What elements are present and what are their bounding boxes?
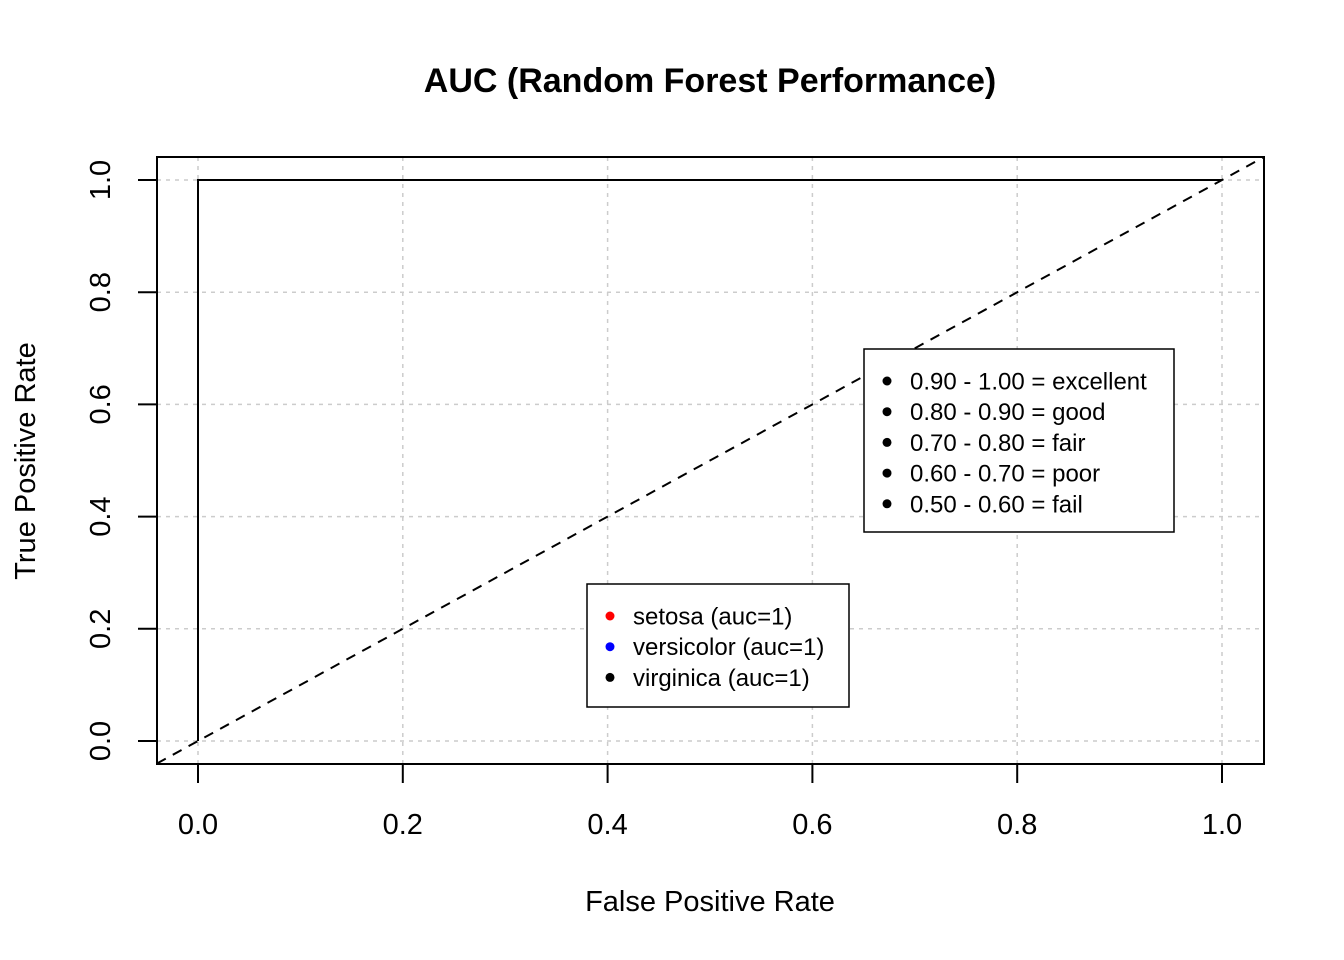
x-axis-label: False Positive Rate [585, 886, 835, 918]
x-tick-label-0: 0.0 [178, 809, 218, 841]
legend-series-box [586, 583, 850, 708]
legend-scale-marker-2 [882, 437, 892, 447]
axes: 0.0 0.0 0.2 0.2 0.4 0.4 0.6 0.6 0.8 0.8 1.0 1.0 [85, 156, 1265, 841]
x-tick-label-2: 0.4 [587, 809, 627, 841]
roc-curves [197, 179, 1222, 741]
y-tick-label-4: 0.8 [85, 272, 117, 312]
y-tick-label-3: 0.6 [85, 384, 117, 424]
legend-series-marker-1 [605, 642, 615, 652]
legend-scale-label-2: 0.70 - 0.80 = fair [910, 430, 1085, 457]
chart-title: AUC (Random Forest Performance) [424, 62, 996, 100]
plot-frame [156, 156, 1265, 765]
y-tick-label-1: 0.2 [85, 609, 117, 649]
legend-series-marker-0 [605, 611, 615, 621]
reference-diagonal [156, 156, 1265, 765]
y-tick-label-5: 1.0 [85, 160, 117, 200]
legend-series: setosa (auc=1) versicolor (auc=1) virginic… [586, 583, 850, 708]
y-tick-label-0: 0.0 [85, 721, 117, 761]
legend-series-marker-2 [605, 672, 615, 682]
legend-scale-label-4: 0.50 - 0.60 = fail [910, 491, 1083, 518]
x-tick-label-3: 0.6 [792, 809, 832, 841]
legend-scale-marker-3 [882, 468, 892, 478]
legend-series-label-1: versicolor (auc=1) [633, 634, 824, 661]
legend-auc-scale: 0.90 - 1.00 = excellent 0.80 - 0.90 = goo… [863, 348, 1175, 533]
diagonal-reference-line [156, 156, 1265, 765]
legend-scale-label-0: 0.90 - 1.00 = excellent [910, 369, 1147, 396]
x-tick-label-1: 0.2 [383, 809, 423, 841]
y-axis-label: True Positive Rate [10, 342, 42, 579]
legend-scale-marker-0 [882, 376, 892, 386]
x-tick-label-4: 0.8 [997, 809, 1037, 841]
legend-scale-marker-1 [882, 407, 892, 417]
legend-series-label-2: virginica (auc=1) [633, 665, 810, 692]
y-tick-label-2: 0.4 [85, 496, 117, 536]
roc-line-virginica [197, 179, 1222, 741]
legend-scale-box [863, 348, 1175, 533]
legend-scale-label-1: 0.80 - 0.90 = good [910, 399, 1106, 426]
legend-scale-marker-4 [882, 499, 892, 509]
x-tick-label-5: 1.0 [1202, 809, 1242, 841]
legend-scale-label-3: 0.60 - 0.70 = poor [910, 461, 1100, 488]
legend-series-label-0: setosa (auc=1) [633, 604, 792, 631]
